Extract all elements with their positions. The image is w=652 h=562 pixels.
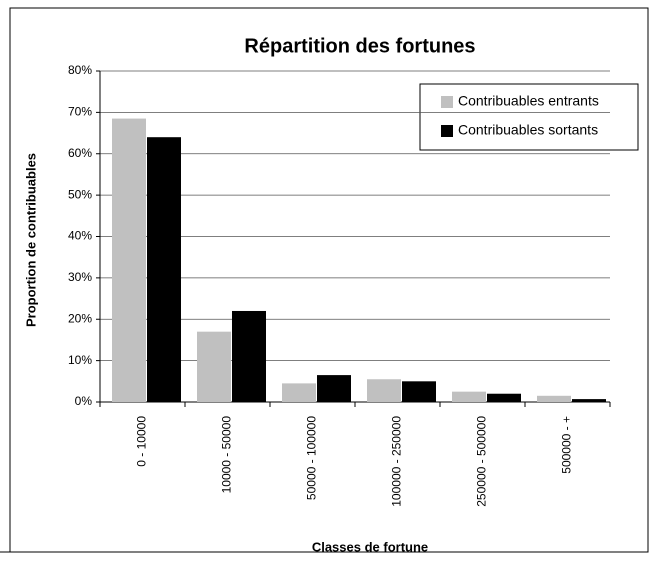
legend-swatch — [441, 125, 453, 137]
y-tick-label: 70% — [68, 105, 92, 119]
x-tick-label: 500000 - + — [560, 416, 574, 474]
bar — [402, 381, 436, 402]
legend-label: Contribuables sortants — [458, 122, 598, 138]
x-tick-label: 250000 - 500000 — [475, 416, 489, 507]
x-tick-label: 50000 - 100000 — [305, 416, 319, 500]
y-tick-label: 40% — [68, 229, 92, 243]
legend: Contribuables entrants Contribuables sort… — [419, 83, 639, 151]
legend-label: Contribuables entrants — [458, 93, 599, 109]
x-axis-title: Classes de fortune — [312, 539, 428, 554]
bar — [572, 399, 606, 402]
chart-title: Répartition des fortunes — [244, 35, 475, 57]
legend-box — [419, 83, 639, 151]
x-tick-label: 10000 - 50000 — [220, 416, 234, 494]
bar — [367, 379, 401, 402]
y-tick-label: 30% — [68, 270, 92, 284]
legend-swatch — [441, 96, 453, 108]
bar — [317, 375, 351, 402]
bar — [232, 310, 266, 402]
y-tick-label: 0% — [75, 394, 93, 408]
x-tick-label: 100000 - 250000 — [390, 416, 404, 507]
bar — [197, 331, 231, 402]
y-tick-label: 50% — [68, 187, 92, 201]
bar — [112, 118, 146, 403]
y-tick-label: 80% — [68, 63, 92, 77]
bar — [537, 395, 571, 402]
y-tick-label: 60% — [68, 146, 92, 160]
y-tick-label: 20% — [68, 311, 92, 325]
x-tick-label: 0 - 10000 — [135, 416, 149, 467]
y-axis-title: Proportion de contribuables — [23, 153, 38, 327]
bar — [147, 137, 181, 402]
bar — [282, 383, 316, 402]
y-tick-label: 10% — [68, 353, 92, 367]
bar — [487, 393, 521, 402]
bar — [452, 391, 486, 402]
